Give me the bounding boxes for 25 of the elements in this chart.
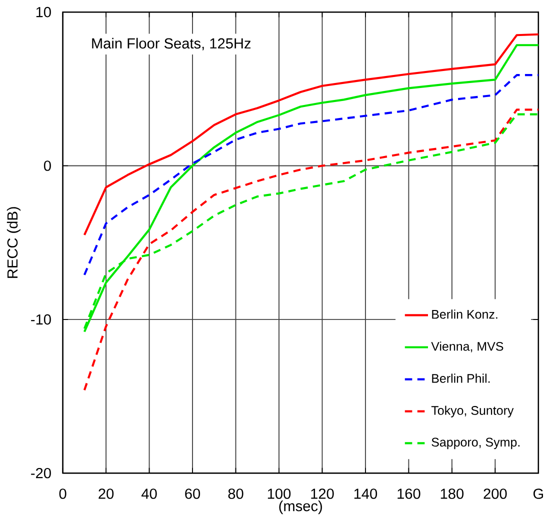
legend-label: Tokyo, Suntory <box>431 406 514 418</box>
x-tick-label: 40 <box>141 488 157 499</box>
x-tick-label: 0 <box>59 488 66 499</box>
y-axis-title: RECC (dB) <box>6 207 21 278</box>
x-tick-label: 160 <box>398 488 420 499</box>
x-tick-label: 180 <box>440 488 464 499</box>
x-tick-label: G <box>533 488 543 499</box>
y-tick-label: 10 <box>36 6 51 18</box>
x-tick-label: 140 <box>354 488 378 499</box>
legend-label: Berlin Phil. <box>432 374 490 383</box>
y-tick-label: 0 <box>44 160 51 171</box>
x-tick-label: 120 <box>311 488 334 499</box>
line-series <box>83 33 540 236</box>
x-tick-label: 200 <box>484 488 507 499</box>
legend-label: Berlin Konz. <box>432 310 498 319</box>
x-tick-label: 100 <box>268 488 291 499</box>
y-tick-label: -10 <box>31 314 51 325</box>
x-axis-title: (msec) <box>279 500 322 514</box>
x-tick-label: 60 <box>185 488 200 499</box>
y-tick-label: -20 <box>31 468 51 478</box>
x-tick-label: 20 <box>98 488 114 499</box>
legend-label: Vienna, MVS <box>431 342 504 352</box>
text: Main Floor Seats, 125Hz <box>92 38 251 50</box>
x-tick-label: 80 <box>228 488 244 499</box>
legend-label: Sapporo, Symp. <box>432 438 520 450</box>
